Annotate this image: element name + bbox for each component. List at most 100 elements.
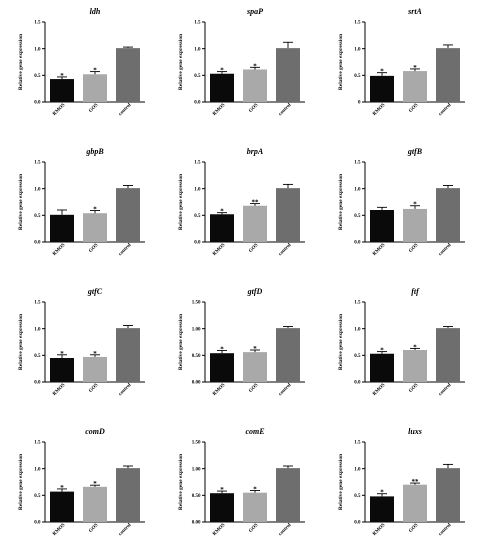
y-tick-label: 0.00 bbox=[192, 521, 201, 526]
x-tick-label-control: control bbox=[438, 102, 453, 117]
bar-GOS bbox=[243, 492, 267, 522]
x-tick-label-control: control bbox=[278, 522, 293, 537]
y-tick-label: 1.00 bbox=[192, 467, 201, 472]
y-axis-label: Relative gene expression bbox=[178, 454, 184, 510]
significance-marker-RMOS: * bbox=[380, 347, 384, 355]
x-tick-label-GOS: GOS bbox=[248, 383, 259, 394]
y-tick-label: 0.50 bbox=[192, 494, 201, 499]
bar-RMOS bbox=[370, 353, 394, 382]
chart-title: luxs bbox=[408, 427, 422, 436]
bar-RMOS bbox=[210, 353, 234, 382]
y-tick-label: 0.5 bbox=[354, 214, 361, 219]
bar-RMOS bbox=[210, 493, 234, 522]
chart-title: gtfB bbox=[407, 147, 423, 156]
bar-control bbox=[276, 328, 300, 382]
chart-title: srtA bbox=[407, 7, 422, 16]
x-tick-label-GOS: GOS bbox=[248, 523, 259, 534]
bar-control bbox=[436, 328, 460, 382]
x-tick-label-RMOS: RMOS bbox=[372, 243, 386, 257]
significance-marker-RMOS: * bbox=[220, 67, 224, 75]
chart-title: gtfC bbox=[87, 287, 103, 296]
y-tick-label: 1.5 bbox=[34, 301, 41, 306]
bar-GOS bbox=[83, 356, 107, 382]
chart-panel-gtfB: gtfB Relative gene expression 0.0 0.5 1.0 1.5… bbox=[338, 147, 465, 257]
y-tick-label: 0.0 bbox=[194, 101, 201, 106]
y-tick-label: 0.50 bbox=[192, 354, 201, 359]
chart-panel-gtfD: gtfD Relative gene expression 0.00 0.50 1.00… bbox=[178, 287, 305, 397]
significance-marker-RMOS: * bbox=[220, 486, 224, 494]
bar-GOS bbox=[243, 352, 267, 382]
bar-control bbox=[116, 468, 140, 522]
x-tick-label-GOS: GOS bbox=[88, 383, 99, 394]
bar-RMOS bbox=[50, 214, 74, 242]
y-tick-label: 1.5 bbox=[34, 161, 41, 166]
y-tick-label: 1.00 bbox=[192, 327, 201, 332]
y-tick-label: 0.5 bbox=[194, 214, 201, 219]
bar-control bbox=[436, 48, 460, 102]
x-tick-label-control: control bbox=[278, 102, 293, 117]
bar-RMOS bbox=[370, 210, 394, 242]
y-tick-label: 1.5 bbox=[194, 161, 201, 166]
x-tick-label-GOS: GOS bbox=[248, 243, 259, 254]
y-tick-label: 0.0 bbox=[354, 241, 361, 246]
bar-GOS bbox=[403, 484, 427, 522]
chart-panel-gtfC: gtfC Relative gene expression 0.0 0.5 1.0 1.5… bbox=[18, 287, 145, 397]
y-tick-label: 0.0 bbox=[34, 521, 41, 526]
x-tick-label-RMOS: RMOS bbox=[372, 523, 386, 537]
bar-GOS bbox=[403, 350, 427, 382]
y-axis-label: Relative gene expression bbox=[338, 314, 344, 370]
chart-title: comE bbox=[245, 427, 264, 436]
significance-marker-GOS: * bbox=[413, 343, 417, 351]
x-tick-label-RMOS: RMOS bbox=[212, 243, 226, 257]
significance-marker-RMOS: * bbox=[60, 484, 64, 492]
significance-marker-GOS: * bbox=[93, 206, 97, 214]
bar-RMOS bbox=[210, 73, 234, 102]
significance-marker-RMOS: * bbox=[380, 68, 384, 76]
chart-title: gtfD bbox=[247, 287, 263, 296]
y-tick-label: 0.00 bbox=[192, 381, 201, 386]
y-axis-label: Relative gene expression bbox=[178, 174, 184, 230]
y-axis-label: Relative gene expression bbox=[338, 454, 344, 510]
x-tick-label-GOS: GOS bbox=[88, 523, 99, 534]
significance-marker-RMOS: * bbox=[220, 208, 224, 216]
chart-title: gbpB bbox=[85, 147, 104, 156]
significance-marker-RMOS: * bbox=[220, 346, 224, 354]
y-tick-label: 1.0 bbox=[194, 187, 201, 192]
y-tick-label: 0.5 bbox=[34, 354, 41, 359]
y-tick-label: 0.0 bbox=[34, 101, 41, 106]
y-tick-label: 0.0 bbox=[194, 241, 201, 246]
chart-title: comD bbox=[85, 427, 105, 436]
y-tick-label: 1.0 bbox=[354, 327, 361, 332]
y-tick-label: 1.5 bbox=[34, 21, 41, 26]
bar-RMOS bbox=[50, 79, 74, 102]
chart-title: ldh bbox=[90, 7, 101, 16]
chart-panel-ftf: ftf Relative gene expression 0.0 0.5 1.0 1.5 *… bbox=[338, 287, 465, 397]
bar-control bbox=[276, 188, 300, 242]
bar-RMOS bbox=[50, 491, 74, 522]
x-tick-label-GOS: GOS bbox=[408, 383, 419, 394]
bar-control bbox=[436, 468, 460, 522]
significance-marker-RMOS: * bbox=[60, 72, 64, 80]
significance-marker-GOS: * bbox=[253, 345, 257, 353]
y-tick-label: 1.0 bbox=[194, 47, 201, 52]
y-axis-label: Relative gene expression bbox=[338, 34, 344, 90]
bar-RMOS bbox=[370, 496, 394, 522]
y-tick-label: 0.5 bbox=[354, 494, 361, 499]
y-tick-label: 0.5 bbox=[34, 74, 41, 79]
y-tick-label: 0.5 bbox=[194, 74, 201, 79]
x-tick-label-RMOS: RMOS bbox=[212, 103, 226, 117]
bar-control bbox=[116, 328, 140, 382]
y-tick-label: 0.0 bbox=[34, 381, 41, 386]
y-tick-label: 1.5 bbox=[354, 441, 361, 446]
bar-control bbox=[116, 48, 140, 102]
x-tick-label-GOS: GOS bbox=[88, 103, 99, 114]
y-tick-label: 1.0 bbox=[34, 327, 41, 332]
bar-RMOS bbox=[50, 358, 74, 382]
bar-GOS bbox=[243, 69, 267, 102]
chart-panel-comE: comE Relative gene expression 0.00 0.50 1.00… bbox=[178, 427, 305, 537]
bar-control bbox=[276, 468, 300, 522]
bar-GOS bbox=[243, 205, 267, 242]
y-tick-label: 1.0 bbox=[354, 47, 361, 52]
y-axis-label: Relative gene expression bbox=[178, 34, 184, 90]
